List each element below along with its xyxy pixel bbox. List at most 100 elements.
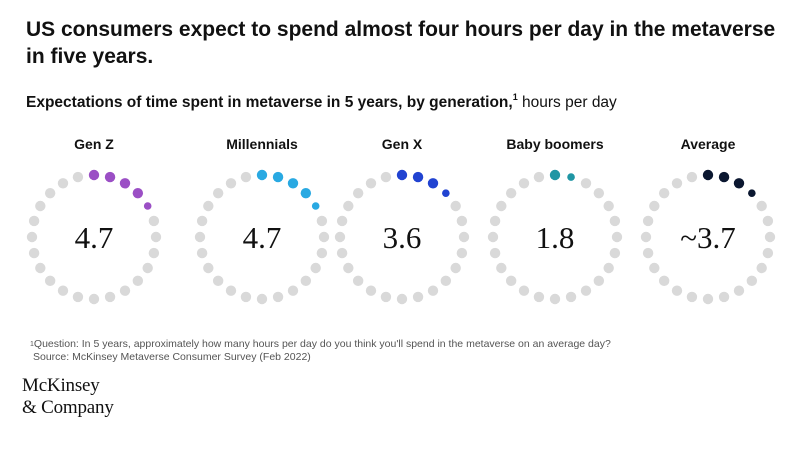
empty-dot (44, 275, 56, 287)
empty-dot (380, 291, 392, 303)
empty-dot (132, 275, 144, 287)
empty-dot (658, 275, 670, 287)
empty-dot (225, 285, 237, 296)
empty-dot (150, 231, 162, 243)
empty-dot (533, 291, 545, 303)
empty-dot (580, 178, 592, 189)
empty-dot (365, 178, 377, 189)
empty-dot (365, 285, 377, 296)
empty-dot (240, 171, 252, 183)
empty-dot (533, 171, 545, 183)
value-label: 4.7 (243, 220, 282, 255)
value-dot (412, 171, 424, 183)
empty-dot (212, 187, 224, 199)
empty-dot (396, 293, 408, 305)
value-dot (396, 169, 408, 181)
empty-dot (450, 200, 461, 212)
empty-dot (148, 215, 160, 227)
empty-dot (756, 200, 767, 212)
value-dot (88, 169, 100, 181)
empty-dot (119, 285, 131, 296)
empty-dot (593, 187, 605, 199)
empty-dot (26, 231, 38, 243)
category-label: Gen X (382, 136, 423, 152)
value-label: 4.7 (75, 220, 114, 255)
empty-dot (336, 247, 348, 259)
empty-dot (35, 200, 46, 212)
empty-dot (549, 293, 561, 305)
empty-dot (88, 293, 100, 305)
empty-dot (609, 215, 621, 227)
empty-dot (671, 178, 683, 189)
value-dot (143, 202, 152, 210)
empty-dot (272, 291, 284, 303)
chart-title: US consumers expect to spend almost four… (26, 18, 776, 68)
empty-dot (762, 247, 774, 259)
value-dot (311, 202, 320, 210)
value-dot (442, 189, 450, 197)
empty-dot (203, 262, 214, 274)
footnote: 1Question: In 5 years, approximately how… (30, 338, 770, 364)
value-dot (256, 169, 268, 181)
empty-dot (212, 275, 224, 287)
value-dot (702, 169, 714, 181)
empty-dot (702, 293, 714, 305)
value-dot (567, 173, 575, 181)
mckinsey-logo: McKinsey & Company (22, 375, 114, 419)
empty-dot (352, 187, 364, 199)
empty-dot (611, 231, 623, 243)
radial-dot-chart: Gen Z 4.7 Millennials 4.7 Gen X 3.6 Baby boome… (26, 136, 776, 305)
empty-dot (603, 200, 614, 212)
category-label: Millennials (226, 136, 298, 152)
value-dot (119, 178, 131, 189)
empty-dot (580, 285, 592, 296)
empty-dot (671, 285, 683, 296)
empty-dot (733, 285, 745, 296)
empty-dot (300, 275, 312, 287)
empty-dot (343, 200, 354, 212)
subtitle-footnote-marker: 1 (512, 92, 518, 102)
clock-average: Average ~3.7 (640, 136, 776, 305)
value-label: 1.8 (536, 220, 575, 255)
empty-dot (456, 215, 468, 227)
empty-dot (240, 291, 252, 303)
value-dot (549, 169, 561, 181)
value-label: 3.6 (383, 220, 422, 255)
category-label: Baby boomers (506, 136, 603, 152)
clock-gen-z: Gen Z 4.7 (26, 136, 162, 305)
empty-dot (196, 247, 208, 259)
empty-dot (649, 200, 660, 212)
empty-dot (489, 247, 501, 259)
empty-dot (343, 262, 354, 274)
empty-dot (44, 187, 56, 199)
empty-dot (686, 171, 698, 183)
empty-dot (505, 187, 517, 199)
empty-dot (593, 275, 605, 287)
empty-dot (57, 178, 69, 189)
chart-subtitle: Expectations of time spent in metaverse … (26, 92, 786, 112)
value-dot (272, 171, 284, 183)
value-dot (748, 189, 756, 197)
empty-dot (718, 291, 730, 303)
empty-dot (148, 247, 160, 259)
footnote-question: 1Question: In 5 years, approximately how… (30, 338, 611, 350)
empty-dot (196, 215, 208, 227)
logo-line-2: & Company (22, 397, 114, 418)
empty-dot (380, 171, 392, 183)
value-dot (104, 171, 116, 183)
value-label: ~3.7 (680, 220, 736, 255)
empty-dot (142, 262, 153, 274)
subtitle-unit: hours per day (517, 94, 617, 111)
clock-baby-boomers: Baby boomers 1.8 (487, 136, 623, 305)
empty-dot (565, 291, 577, 303)
empty-dot (686, 291, 698, 303)
value-dot (300, 187, 312, 199)
empty-dot (658, 187, 670, 199)
empty-dot (28, 247, 40, 259)
empty-dot (496, 200, 507, 212)
empty-dot (456, 247, 468, 259)
empty-dot (72, 171, 84, 183)
empty-dot (104, 291, 116, 303)
empty-dot (603, 262, 614, 274)
empty-dot (336, 215, 348, 227)
